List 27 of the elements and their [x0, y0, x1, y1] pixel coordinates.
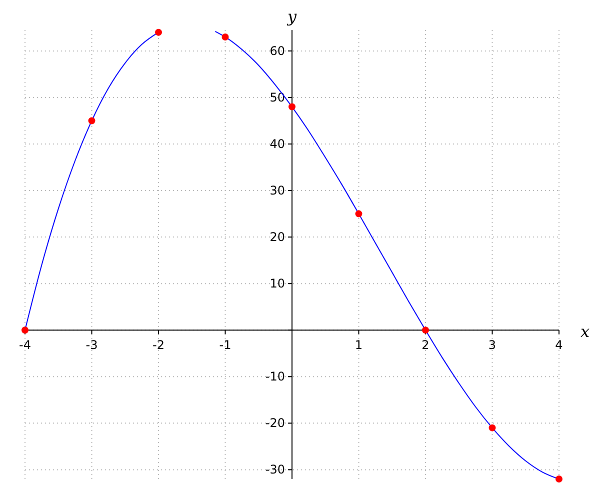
y-tick-label: -30 — [265, 462, 285, 477]
point — [422, 326, 429, 334]
point — [488, 424, 496, 432]
y-tick-label: 50 — [270, 90, 285, 104]
y-tick-label: 40 — [270, 136, 285, 151]
x-tick-label: -1 — [219, 338, 232, 352]
x-tick-label: 4 — [555, 338, 563, 352]
y-axis-title: y — [286, 7, 298, 26]
y-tick-label: 60 — [270, 44, 285, 58]
x-tick-label: 1 — [354, 338, 363, 352]
x-axis-title: x — [580, 322, 590, 342]
y-tick-label: 20 — [270, 230, 285, 244]
x-tick-label: -2 — [152, 338, 164, 352]
point — [288, 103, 296, 110]
x-tick-label: 2 — [422, 338, 430, 352]
x-tick-label: 3 — [488, 338, 496, 352]
point — [88, 117, 96, 124]
point — [556, 476, 562, 482]
y-tick-label: -20 — [265, 416, 285, 430]
y-tick-label: 10 — [270, 276, 285, 291]
point — [155, 28, 162, 36]
x-tick-label: -4 — [19, 338, 31, 352]
y-tick-label: 30 — [270, 184, 285, 198]
y-tick-label: -10 — [265, 370, 285, 384]
x-tick-label: -3 — [86, 338, 98, 352]
point — [355, 210, 362, 218]
point — [222, 33, 229, 40]
